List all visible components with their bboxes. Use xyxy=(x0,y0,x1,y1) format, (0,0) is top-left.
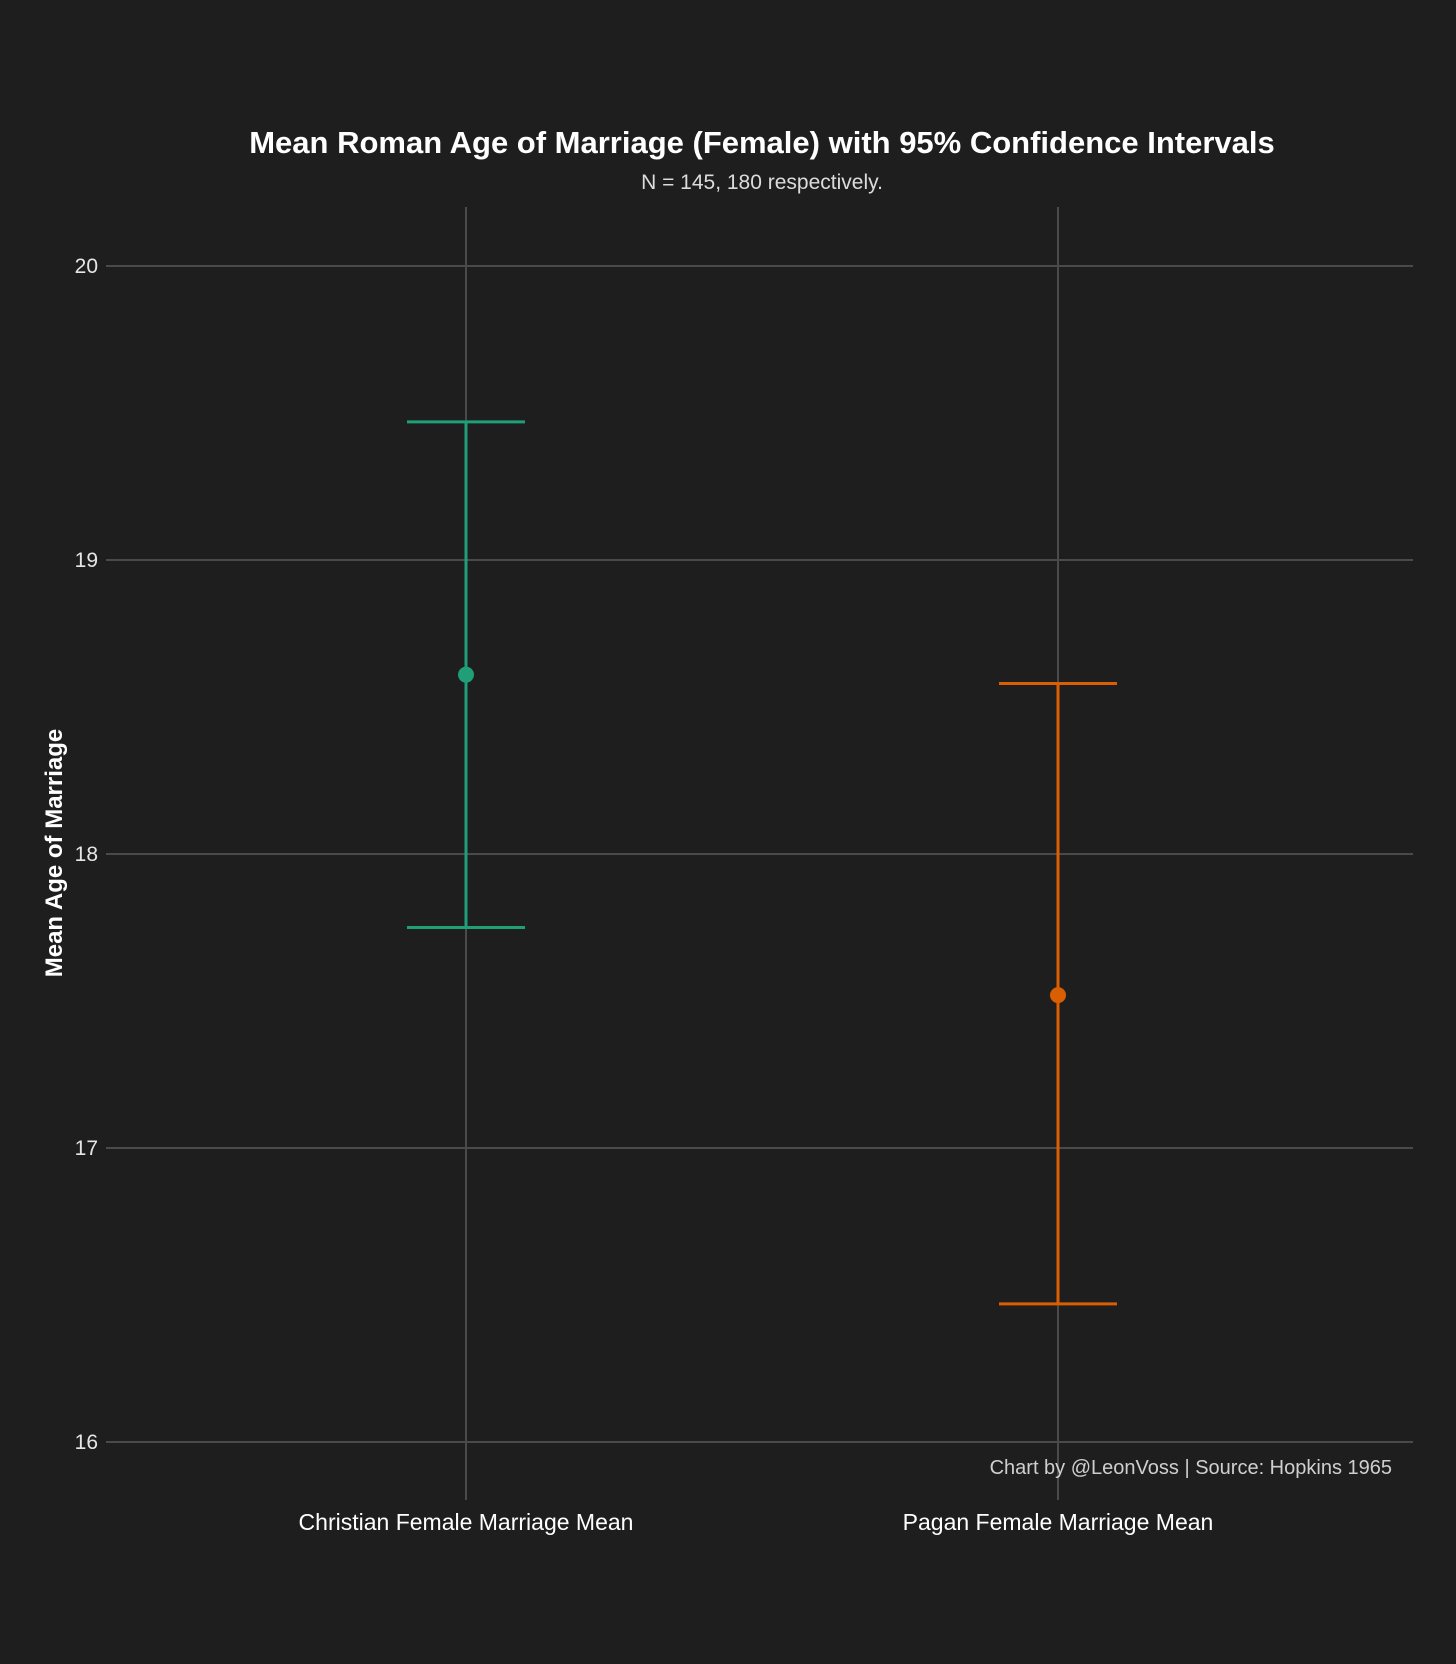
chart-subtitle: N = 145, 180 respectively. xyxy=(641,171,883,194)
y-tick-label: 19 xyxy=(75,549,98,572)
y-tick-label: 16 xyxy=(75,1431,98,1454)
chart-caption: Chart by @LeonVoss | Source: Hopkins 196… xyxy=(990,1457,1392,1479)
chart-title: Mean Roman Age of Marriage (Female) with… xyxy=(249,125,1275,160)
x-tick-label: Pagan Female Marriage Mean xyxy=(903,1509,1214,1535)
y-tick-label: 18 xyxy=(75,843,98,866)
error-bar-group xyxy=(407,420,525,929)
y-axis-label: Mean Age of Marriage xyxy=(41,729,68,978)
x-tick-label: Christian Female Marriage Mean xyxy=(299,1509,634,1535)
mean-point xyxy=(1050,987,1066,1004)
y-tick-label: 17 xyxy=(75,1137,98,1160)
error-bar-group xyxy=(999,681,1117,1306)
y-gridlines xyxy=(106,265,1413,1443)
mean-point xyxy=(458,666,474,683)
y-tick-label: 20 xyxy=(75,255,98,278)
x-category-labels: Christian Female Marriage Mean Pagan Fema… xyxy=(299,1509,1214,1535)
error-bars xyxy=(407,420,1117,1306)
y-tick-labels: 16 17 18 19 20 xyxy=(75,255,98,1454)
